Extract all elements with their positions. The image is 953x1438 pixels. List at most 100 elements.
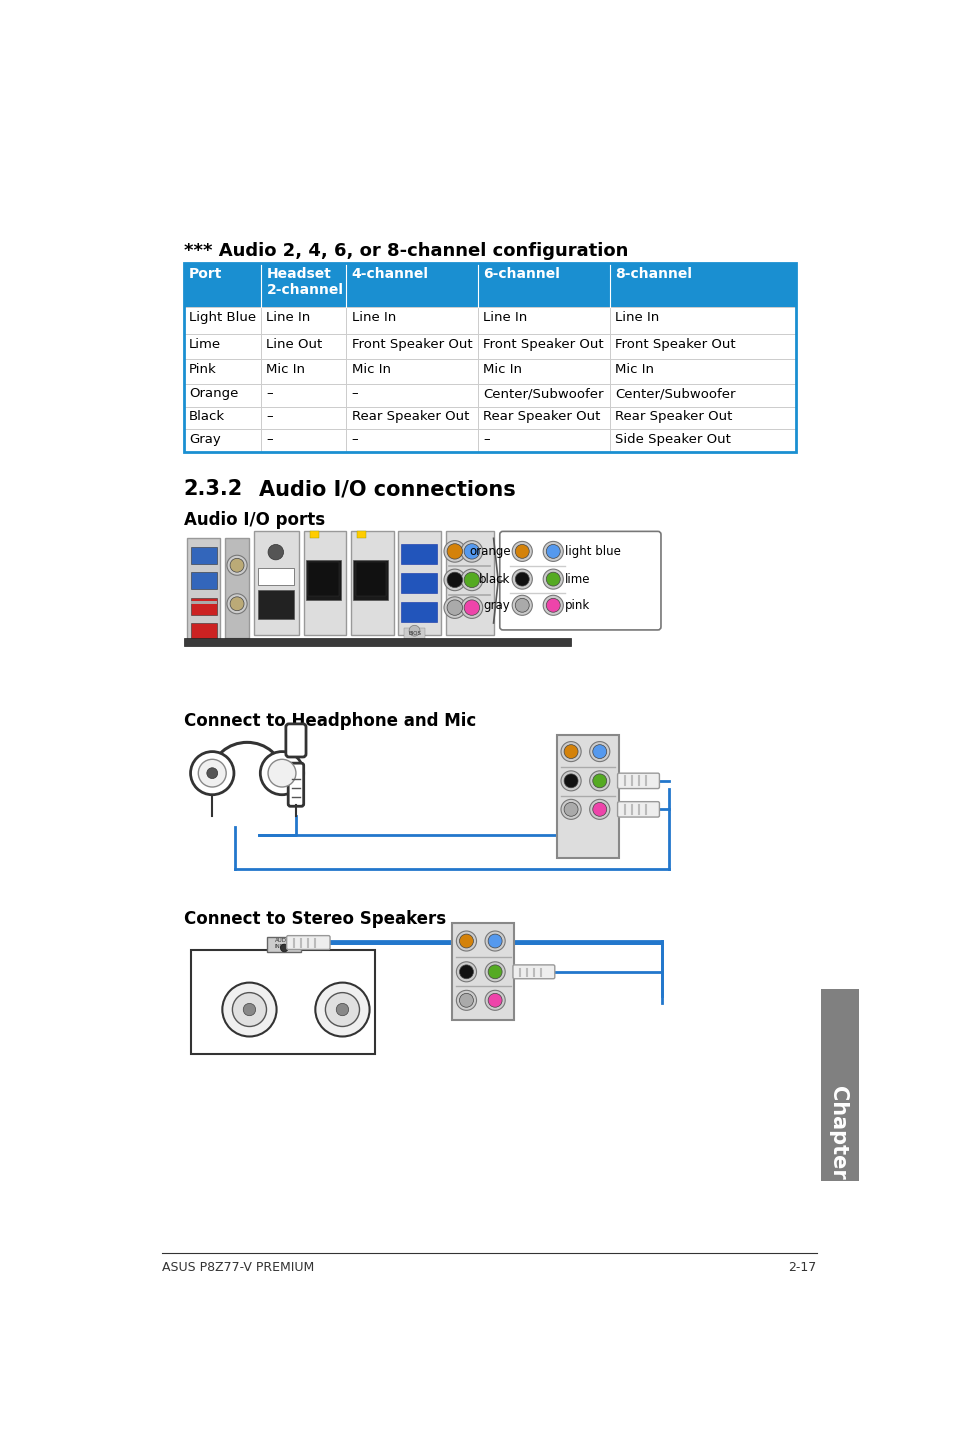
Bar — [183, 407, 795, 429]
Circle shape — [460, 541, 482, 562]
Text: Front Speaker Out: Front Speaker Out — [483, 338, 603, 351]
Text: light blue: light blue — [564, 545, 620, 558]
Circle shape — [222, 982, 276, 1037]
Text: Rear Speaker Out: Rear Speaker Out — [483, 410, 600, 423]
Circle shape — [542, 569, 562, 590]
FancyBboxPatch shape — [617, 774, 659, 788]
Circle shape — [560, 771, 580, 791]
Text: Side Speaker Out: Side Speaker Out — [615, 433, 730, 446]
Text: Light Blue: Light Blue — [189, 311, 255, 324]
Circle shape — [592, 802, 606, 817]
Text: Center/Subwoofer: Center/Subwoofer — [615, 387, 735, 400]
Circle shape — [443, 597, 465, 618]
Bar — [183, 638, 571, 646]
Circle shape — [443, 541, 465, 562]
Text: Port: Port — [189, 267, 222, 282]
FancyBboxPatch shape — [445, 531, 493, 634]
Text: Front Speaker Out: Front Speaker Out — [352, 338, 472, 351]
Bar — [308, 562, 338, 597]
Bar — [401, 603, 436, 623]
Circle shape — [515, 598, 529, 613]
Circle shape — [563, 802, 578, 817]
Bar — [267, 938, 301, 952]
Bar — [191, 601, 216, 604]
Bar — [183, 263, 795, 452]
Circle shape — [563, 774, 578, 788]
Text: Orange: Orange — [189, 387, 238, 400]
Text: –: – — [352, 387, 358, 400]
Circle shape — [459, 965, 473, 979]
FancyBboxPatch shape — [499, 532, 660, 630]
Text: Front Speaker Out: Front Speaker Out — [615, 338, 735, 351]
Bar — [183, 334, 795, 360]
Text: Mic In: Mic In — [483, 362, 522, 375]
Text: 8-channel: 8-channel — [615, 267, 692, 282]
Circle shape — [456, 962, 476, 982]
Text: 2.3.2: 2.3.2 — [183, 479, 243, 499]
Text: Line Out: Line Out — [266, 338, 322, 351]
Text: Line In: Line In — [266, 311, 311, 324]
Bar — [353, 559, 388, 600]
Circle shape — [512, 595, 532, 615]
Circle shape — [589, 771, 609, 791]
Circle shape — [409, 626, 419, 636]
Text: –: – — [266, 410, 273, 423]
Circle shape — [447, 600, 462, 615]
FancyBboxPatch shape — [286, 723, 306, 756]
Circle shape — [280, 945, 288, 952]
Bar — [403, 628, 425, 638]
Circle shape — [464, 572, 479, 588]
Bar — [192, 951, 375, 1054]
Circle shape — [268, 545, 283, 559]
Circle shape — [546, 545, 559, 558]
Circle shape — [546, 598, 559, 613]
Text: Audio I/O connections: Audio I/O connections — [258, 479, 515, 499]
Text: Mic In: Mic In — [352, 362, 391, 375]
Circle shape — [488, 994, 501, 1007]
Text: ASUS P8Z77-V PREMIUM: ASUS P8Z77-V PREMIUM — [162, 1261, 314, 1274]
Bar — [452, 923, 514, 1020]
Circle shape — [560, 800, 580, 820]
Circle shape — [207, 768, 217, 778]
Text: gray: gray — [483, 598, 510, 611]
Text: Lime: Lime — [189, 338, 221, 351]
Circle shape — [542, 541, 562, 561]
FancyBboxPatch shape — [288, 764, 303, 807]
Text: Black: Black — [189, 410, 225, 423]
Circle shape — [464, 544, 479, 559]
Bar — [191, 546, 216, 564]
Circle shape — [443, 569, 465, 591]
Text: –: – — [352, 433, 358, 446]
Bar — [183, 308, 795, 334]
Circle shape — [589, 742, 609, 762]
FancyBboxPatch shape — [286, 936, 330, 949]
Circle shape — [488, 935, 501, 948]
Circle shape — [546, 572, 559, 587]
Circle shape — [456, 930, 476, 951]
Text: Chapter 2: Chapter 2 — [828, 1086, 848, 1201]
Circle shape — [484, 991, 505, 1011]
Circle shape — [459, 994, 473, 1007]
Text: Headset
2-channel: Headset 2-channel — [266, 267, 343, 298]
FancyBboxPatch shape — [513, 965, 555, 979]
Circle shape — [512, 541, 532, 561]
FancyBboxPatch shape — [253, 531, 298, 634]
Text: Connect to Stereo Speakers: Connect to Stereo Speakers — [183, 910, 445, 928]
Circle shape — [542, 595, 562, 615]
Circle shape — [460, 597, 482, 618]
Bar — [183, 360, 795, 384]
Text: –: – — [483, 433, 490, 446]
FancyBboxPatch shape — [224, 538, 249, 638]
Circle shape — [227, 555, 247, 575]
Circle shape — [268, 759, 295, 787]
Circle shape — [488, 965, 501, 979]
Bar — [191, 572, 216, 590]
Circle shape — [230, 558, 244, 572]
Text: Rear Speaker Out: Rear Speaker Out — [352, 410, 469, 423]
Bar — [191, 623, 216, 640]
Text: lime: lime — [564, 572, 590, 585]
Circle shape — [233, 992, 266, 1027]
Circle shape — [464, 600, 479, 615]
Circle shape — [325, 992, 359, 1027]
Bar — [191, 598, 216, 614]
